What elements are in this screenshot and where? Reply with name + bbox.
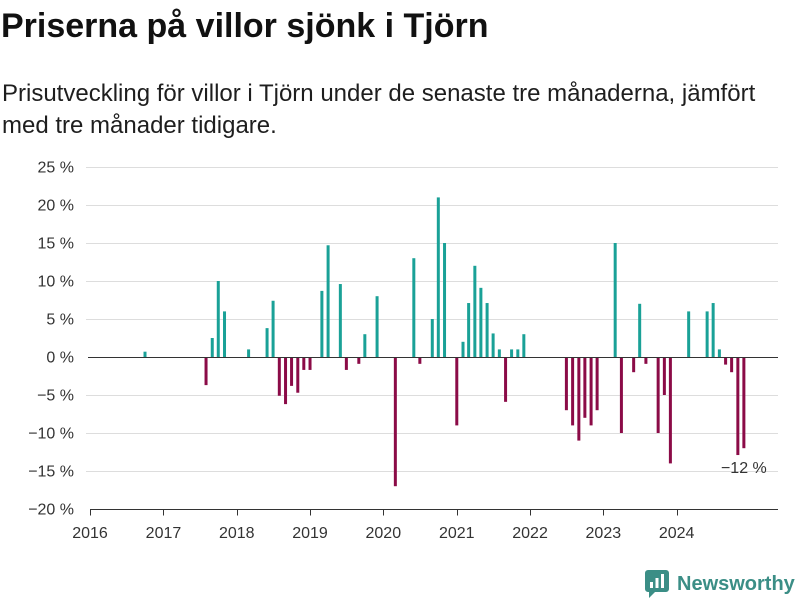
bar-2022-08	[571, 357, 575, 426]
y-tick-label: 10 %	[38, 274, 74, 291]
bar-2022-12	[595, 357, 599, 411]
bar-2018-12	[302, 357, 306, 370]
bar-2023-04	[619, 357, 623, 433]
bar-chart: 25 % 20 % 15 % 10 % 5 % 0 % −5 % −10 % −15 % −20 …	[28, 160, 778, 543]
bar-2019-07	[344, 357, 348, 370]
bar-2019-12	[375, 296, 379, 357]
bar-2017-11	[223, 311, 227, 357]
y-tick-label: 5 %	[46, 312, 74, 329]
bar-2023-12	[668, 357, 672, 464]
bar-2018-06	[265, 328, 269, 357]
bar-2016-10	[143, 351, 147, 357]
bar-2018-10	[290, 357, 294, 386]
x-tick-label: 2016	[72, 525, 108, 542]
y-tick-label: 25 %	[38, 160, 74, 177]
bar-2023-10	[656, 357, 660, 433]
annotation-label: −12 %	[721, 460, 767, 477]
bar-2017-10	[216, 281, 220, 357]
bar-2021-11	[516, 349, 520, 357]
bar-2023-07	[638, 303, 642, 357]
bar-2019-10	[363, 334, 367, 357]
bar-2023-11	[662, 357, 666, 395]
bar-2018-09	[284, 357, 288, 405]
bar-2019-04	[326, 245, 330, 357]
bar-2019-03	[320, 290, 324, 357]
bar-2019-01	[308, 357, 312, 370]
bar-2022-11	[589, 357, 593, 426]
bar-2024-06	[705, 311, 709, 357]
bar-2017-08	[204, 357, 208, 386]
newsworthy-logo-text: Newsworthy	[677, 573, 795, 595]
bar-2019-06	[338, 284, 342, 357]
bar-2022-10	[583, 357, 587, 418]
logo-bar-medium	[655, 578, 659, 588]
logo-bar-large	[661, 574, 664, 588]
bar-2021-06	[485, 303, 489, 357]
bar-2018-07	[271, 300, 275, 357]
bar-2022-07	[564, 357, 568, 411]
y-tick-label: −10 %	[28, 426, 74, 443]
bar-2020-11	[443, 243, 447, 357]
bar-2018-08	[277, 357, 281, 396]
axes	[88, 357, 778, 516]
bar-2021-05	[479, 287, 483, 357]
bar-2021-07	[491, 333, 495, 357]
y-tick-label: −20 %	[28, 502, 74, 519]
bar-2024-09	[724, 357, 728, 365]
x-tick-label: 2017	[146, 525, 182, 542]
bar-2021-04	[473, 265, 477, 357]
bar-2024-12	[742, 357, 746, 449]
x-tick-label: 2019	[292, 525, 328, 542]
bar-2020-09	[430, 319, 434, 357]
newsworthy-logo: Newsworthy	[645, 570, 795, 598]
bar-2024-10	[730, 357, 734, 373]
bar-2018-03	[247, 349, 251, 357]
bar-2024-03	[687, 311, 691, 357]
bar-2019-09	[357, 357, 361, 364]
bar-2021-02	[461, 341, 465, 357]
bar-2020-07	[418, 357, 422, 364]
x-tick-label: 2022	[512, 525, 548, 542]
bars	[143, 197, 746, 487]
y-tick-label: 20 %	[38, 198, 74, 215]
bar-2021-01	[455, 357, 459, 426]
y-tick-label: 0 %	[46, 350, 74, 367]
bar-2020-06	[412, 258, 416, 357]
bar-2023-08	[644, 357, 648, 364]
bar-2021-03	[467, 303, 471, 357]
chart-title: Priserna på villor sjönk i Tjörn	[1, 7, 489, 45]
chart-subtitle: Prisutveckling för villor i Tjörn under …	[2, 80, 756, 139]
bar-2024-07	[711, 303, 715, 357]
bar-2023-06	[632, 357, 636, 373]
bar-2021-08	[497, 349, 501, 357]
bar-2023-03	[613, 243, 617, 357]
bar-2020-03	[393, 357, 397, 487]
bar-2021-10	[510, 349, 514, 357]
bar-2022-09	[577, 357, 581, 441]
chart-labels: 25 % 20 % 15 % 10 % 5 % 0 % −5 % −10 % −15 % −20 …	[28, 160, 767, 543]
bar-2021-09	[504, 357, 508, 402]
y-tick-label: −15 %	[28, 464, 74, 481]
bar-2018-11	[296, 357, 300, 393]
y-tick-label: 15 %	[38, 236, 74, 253]
bar-2024-08	[717, 349, 721, 357]
x-tick-label: 2024	[659, 525, 695, 542]
bar-2021-12	[522, 334, 526, 357]
logo-bar-small	[650, 582, 653, 588]
x-tick-label: 2018	[219, 525, 255, 542]
x-tick-label: 2023	[586, 525, 622, 542]
y-tick-label: −5 %	[37, 388, 74, 405]
newsworthy-logo-icon	[645, 570, 669, 598]
bar-2020-10	[436, 197, 440, 357]
bar-2024-11	[736, 357, 740, 456]
bar-2017-09	[210, 338, 214, 357]
x-tick-label: 2020	[366, 525, 402, 542]
x-tick-label: 2021	[439, 525, 475, 542]
